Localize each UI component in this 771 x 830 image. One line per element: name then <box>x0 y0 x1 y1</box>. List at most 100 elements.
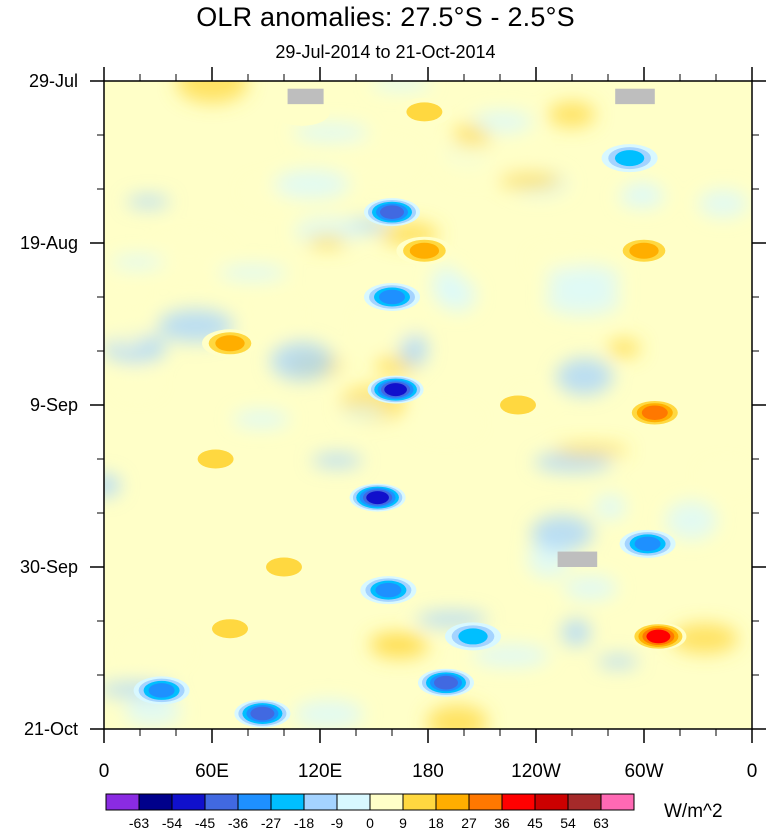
missing-data-box <box>557 551 598 567</box>
texture-blob <box>274 169 350 199</box>
contour-level <box>380 205 404 219</box>
x-tick-label: 180 <box>412 761 444 782</box>
texture-blob <box>472 110 534 133</box>
anomaly-feature <box>133 676 190 705</box>
missing-data-box <box>615 88 655 105</box>
anomaly-feature <box>445 622 501 651</box>
y-tick-label: 29-Jul <box>29 71 78 91</box>
contour-level <box>409 242 440 259</box>
anomaly-feature <box>626 398 683 427</box>
texture-blob <box>125 638 185 663</box>
anomaly-feature <box>274 97 330 126</box>
texture-blob <box>607 339 641 357</box>
texture-blob <box>104 473 121 497</box>
chart-title: OLR anomalies: 27.5°S - 2.5°S <box>196 2 575 32</box>
colorbar-swatch <box>402 793 437 811</box>
texture-blob <box>232 410 291 429</box>
anomaly-feature <box>256 553 312 581</box>
texture-blob <box>111 255 165 270</box>
texture-blob <box>399 333 428 367</box>
axes: 29-Jul 19-Aug 9-Sep 30-Sep 21-Oct 0 60E 120E 180… <box>20 67 766 782</box>
colorbar-label: 27 <box>461 815 477 830</box>
colorbar-swatch <box>171 793 206 811</box>
texture-blob <box>341 405 388 418</box>
texture-blob <box>552 444 629 457</box>
texture-blob <box>704 465 750 487</box>
texture-blob <box>360 306 417 345</box>
anomaly-feature <box>601 144 658 173</box>
anomaly-feature <box>364 198 420 227</box>
texture-blob <box>447 143 496 179</box>
colorbar-label: 63 <box>593 815 609 830</box>
texture-blob <box>534 452 613 473</box>
texture-blob <box>426 704 488 729</box>
y-tick-label: 19-Aug <box>20 233 78 253</box>
texture-blob <box>176 81 249 103</box>
anomaly-feature <box>396 236 453 265</box>
anomaly-feature <box>616 236 672 265</box>
anomaly-feature <box>396 97 453 126</box>
texture-blob <box>108 317 146 349</box>
colorbar-swatch <box>435 793 470 811</box>
colorbar-swatch <box>204 793 239 811</box>
x-tick-label: 120W <box>511 761 561 782</box>
texture-blob <box>270 341 334 381</box>
colorbar-swatch <box>303 793 338 811</box>
texture-blob <box>292 123 369 142</box>
colorbar-swatch <box>270 793 305 811</box>
colorbar-swatch <box>237 793 272 811</box>
colorbar-swatch <box>534 793 569 811</box>
texture-blob <box>594 494 627 521</box>
units-label: W/m^2 <box>664 801 723 822</box>
anomaly-feature <box>418 668 474 697</box>
texture-blob <box>556 358 613 396</box>
colorbar-label: -63 <box>129 815 149 830</box>
texture-blob <box>561 618 591 647</box>
x-tick-label: 120E <box>298 761 342 782</box>
colorbar-label: 54 <box>560 815 576 830</box>
contour-level <box>375 582 402 598</box>
contour-level <box>197 449 234 469</box>
contour-level <box>406 102 443 122</box>
colorbar-label: -18 <box>294 815 314 830</box>
contour-level <box>366 491 389 505</box>
texture-blob <box>126 195 171 209</box>
contour-level <box>215 335 245 352</box>
colorbar-swatch <box>501 793 536 811</box>
texture-blob <box>120 368 157 394</box>
anomaly-feature <box>630 622 687 651</box>
colorbar-label: -45 <box>195 815 215 830</box>
anomaly-feature <box>367 375 424 404</box>
texture-blob <box>531 514 594 552</box>
texture-blob <box>619 184 665 209</box>
colorbar-swatch <box>600 793 635 811</box>
plot-area <box>104 81 752 729</box>
anomaly-feature <box>360 576 417 605</box>
x-tick-label: 60W <box>624 761 663 782</box>
anomaly-feature <box>349 483 406 512</box>
anomaly-feature <box>202 614 258 643</box>
missing-data-box <box>287 88 324 105</box>
colorbar-label: -9 <box>331 815 344 830</box>
texture-blob <box>545 264 622 294</box>
anomaly-feature <box>490 391 546 419</box>
texture-blob <box>218 264 288 281</box>
texture-blob <box>671 623 739 654</box>
contour-level <box>266 557 302 577</box>
colorbar-label: -27 <box>261 815 281 830</box>
chart-subtitle: 29-Jul-2014 to 21-Oct-2014 <box>275 42 496 62</box>
contour-level <box>634 536 661 552</box>
texture-blob <box>370 633 422 649</box>
colorbar-swatch <box>567 793 602 811</box>
contour-level <box>434 675 458 690</box>
contour-level <box>212 619 248 639</box>
anomaly-feature <box>619 529 676 558</box>
colorbar-label: -54 <box>162 815 182 830</box>
contour-level <box>629 242 659 259</box>
texture-blob <box>104 281 143 300</box>
texture-blob <box>311 453 363 468</box>
texture-blob <box>548 101 596 128</box>
anomaly-feature <box>202 329 258 358</box>
y-tick-label: 30-Sep <box>20 557 78 577</box>
